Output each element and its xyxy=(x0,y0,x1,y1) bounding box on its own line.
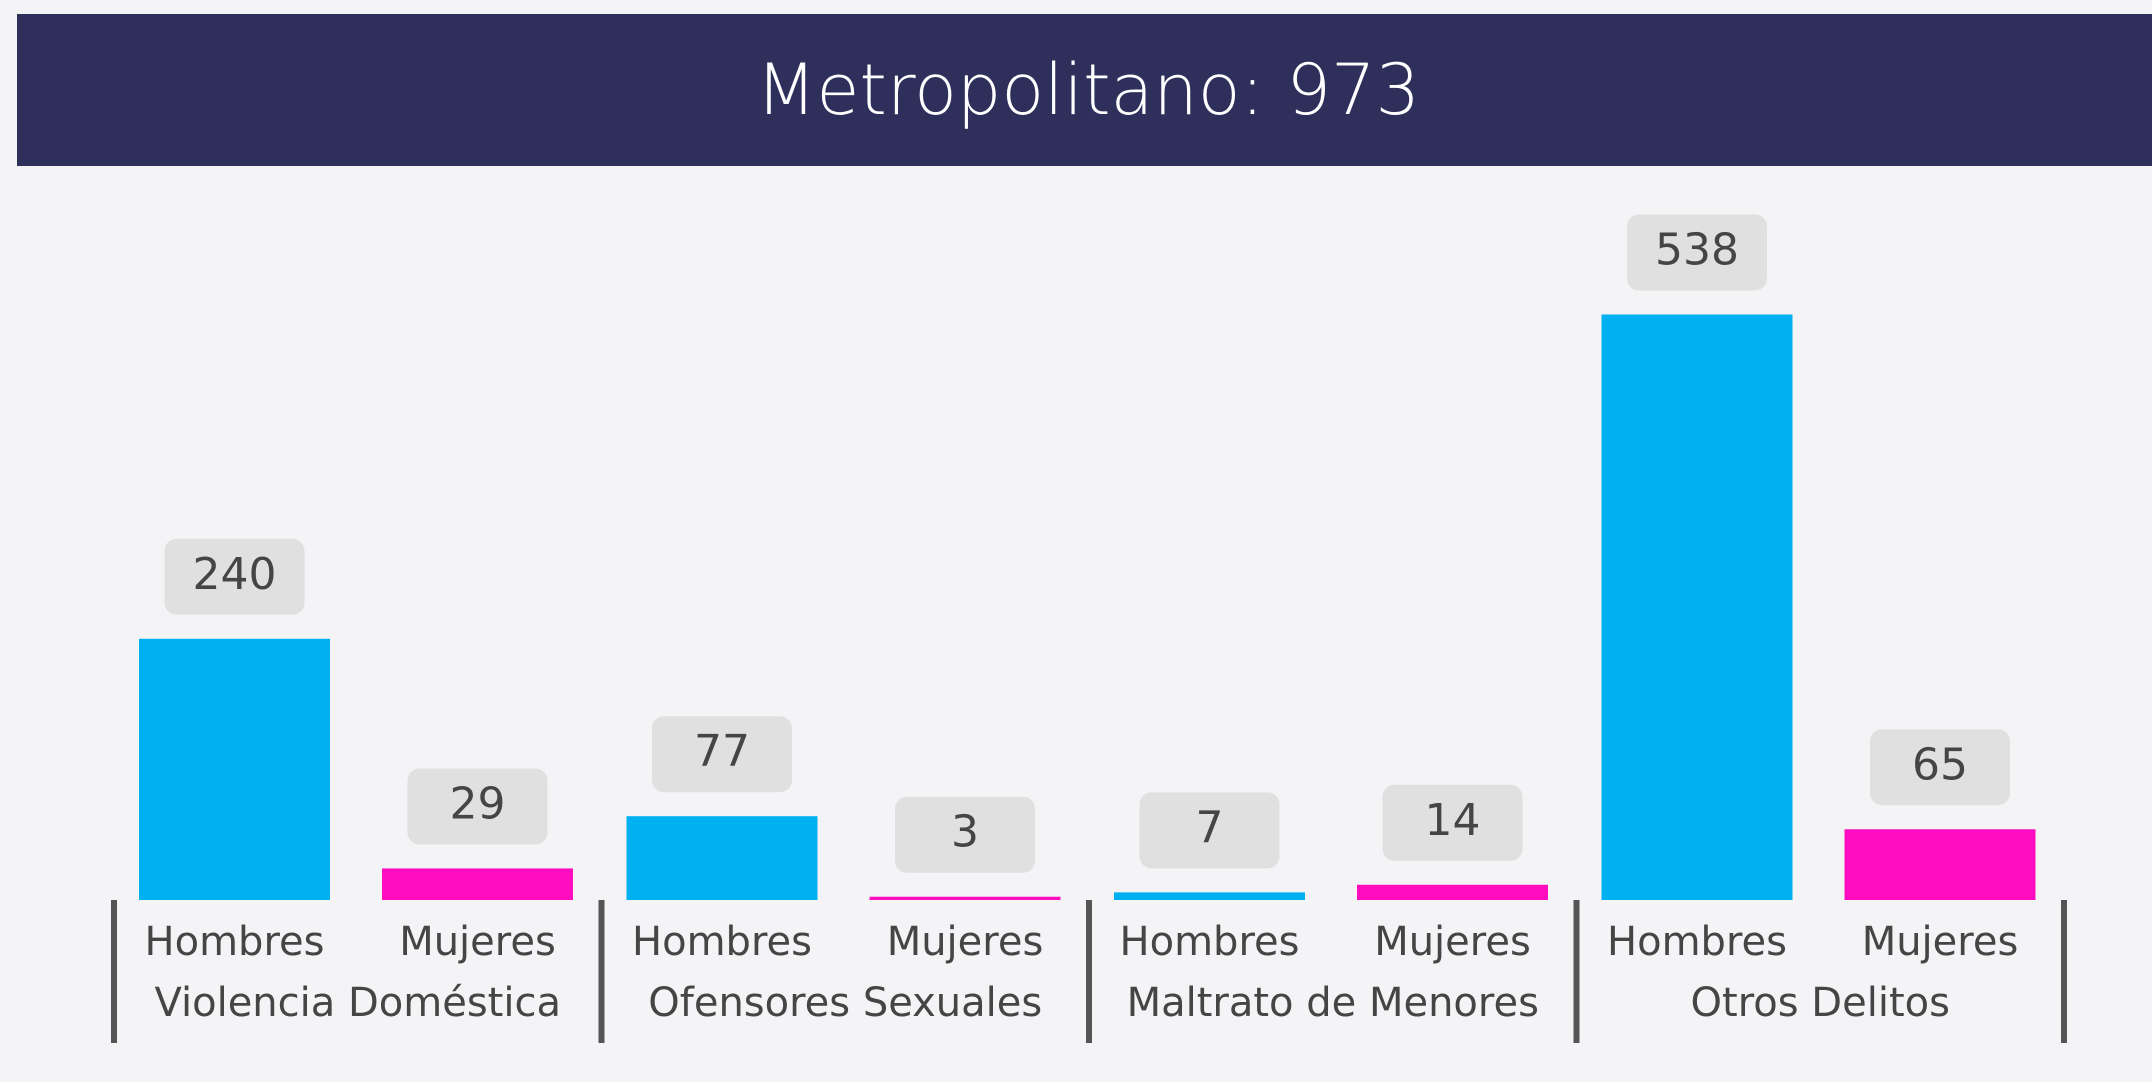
category-label: Mujeres xyxy=(1862,919,2019,965)
bar xyxy=(1357,884,1548,900)
chart-title: Metropolitano: 973 xyxy=(756,49,1420,131)
value-label: 3 xyxy=(951,807,979,858)
bar xyxy=(626,816,818,900)
group-label: Maltrato de Menores xyxy=(1127,980,1539,1026)
value-label-box xyxy=(407,768,548,845)
category-label: Mujeres xyxy=(399,919,556,965)
value-label-box xyxy=(895,796,1035,873)
bar xyxy=(382,868,573,900)
group-label: Ofensores Sexuales xyxy=(648,980,1042,1026)
value-label: 538 xyxy=(1655,224,1739,275)
group-label: Violencia Doméstica xyxy=(155,980,561,1026)
category-label: Mujeres xyxy=(887,919,1044,965)
bar xyxy=(1601,314,1793,900)
value-label-box xyxy=(652,716,792,793)
value-label-box xyxy=(1139,792,1280,869)
category-label: Hombres xyxy=(1607,919,1787,965)
group-label: Otros Delitos xyxy=(1691,980,1950,1026)
category-label: Hombres xyxy=(632,919,812,965)
value-label-box xyxy=(1627,214,1767,291)
header-band xyxy=(17,14,2152,166)
value-label: 65 xyxy=(1912,739,1968,790)
bar xyxy=(869,896,1061,900)
value-label: 240 xyxy=(193,549,277,600)
bar xyxy=(1114,892,1305,900)
value-label-box xyxy=(1382,784,1523,861)
value-label: 77 xyxy=(694,726,750,777)
category-label: Mujeres xyxy=(1374,919,1531,965)
bar xyxy=(139,638,330,900)
value-label-box xyxy=(1870,729,2010,806)
category-label: Hombres xyxy=(1120,919,1300,965)
value-label: 29 xyxy=(450,778,506,829)
bar xyxy=(1844,829,2036,900)
value-label: 14 xyxy=(1425,795,1481,846)
value-label-box xyxy=(164,538,305,615)
category-label: Hombres xyxy=(145,919,325,965)
value-label: 7 xyxy=(1196,802,1224,853)
